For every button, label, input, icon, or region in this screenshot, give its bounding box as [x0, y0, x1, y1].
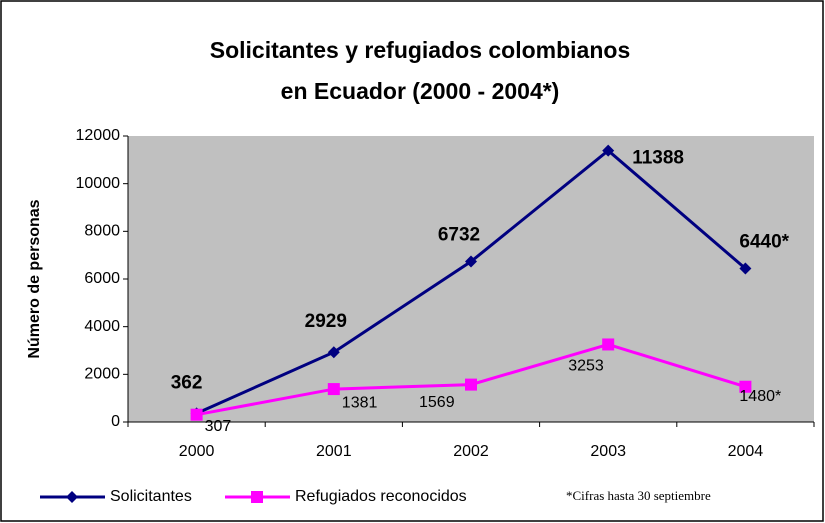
value-label: 307 — [205, 418, 232, 435]
annotation: *Cifras hasta 30 septiembre — [566, 488, 711, 503]
point — [739, 262, 752, 275]
y-tick-label: 10000 — [76, 175, 121, 192]
value-label: 6732 — [438, 225, 480, 246]
y-tick-label: 4000 — [84, 318, 120, 335]
legend-label: Refugiados reconocidos — [295, 488, 467, 505]
point — [602, 144, 615, 157]
point — [327, 383, 340, 396]
value-label: 1381 — [342, 394, 378, 411]
x-tick-label: 2001 — [316, 443, 352, 460]
x-tick-label: 2004 — [728, 443, 764, 460]
point — [465, 255, 477, 268]
y-tick-label: 12000 — [76, 127, 121, 144]
plot-area — [128, 136, 814, 422]
value-label: 1480* — [739, 388, 781, 405]
value-label: 6440* — [739, 232, 789, 253]
value-label: 362 — [171, 372, 203, 393]
legend-label: Solicitantes — [110, 488, 192, 505]
y-tick-label: 8000 — [84, 223, 120, 240]
y-tick-label: 6000 — [84, 270, 120, 287]
point — [190, 408, 203, 421]
x-tick-label: 2000 — [179, 443, 215, 460]
chart-title: en Ecuador (2000 - 2004*) — [281, 78, 560, 104]
y-axis-label: Número de personas — [26, 199, 43, 358]
point — [602, 338, 615, 351]
x-tick-label: 2003 — [590, 443, 626, 460]
value-label: 3253 — [568, 358, 604, 375]
point — [251, 491, 263, 503]
value-label: 11388 — [632, 148, 684, 169]
point — [739, 380, 752, 393]
chart-title: Solicitantes y refugiados colombianos — [210, 37, 630, 63]
value-label: 1569 — [419, 394, 455, 411]
point — [465, 378, 477, 391]
x-tick-label: 2002 — [453, 443, 489, 460]
y-tick-label: 2000 — [84, 366, 120, 383]
value-label: 2929 — [305, 311, 347, 332]
y-tick-label: 0 — [111, 413, 120, 430]
point — [327, 346, 340, 359]
point — [66, 491, 78, 503]
